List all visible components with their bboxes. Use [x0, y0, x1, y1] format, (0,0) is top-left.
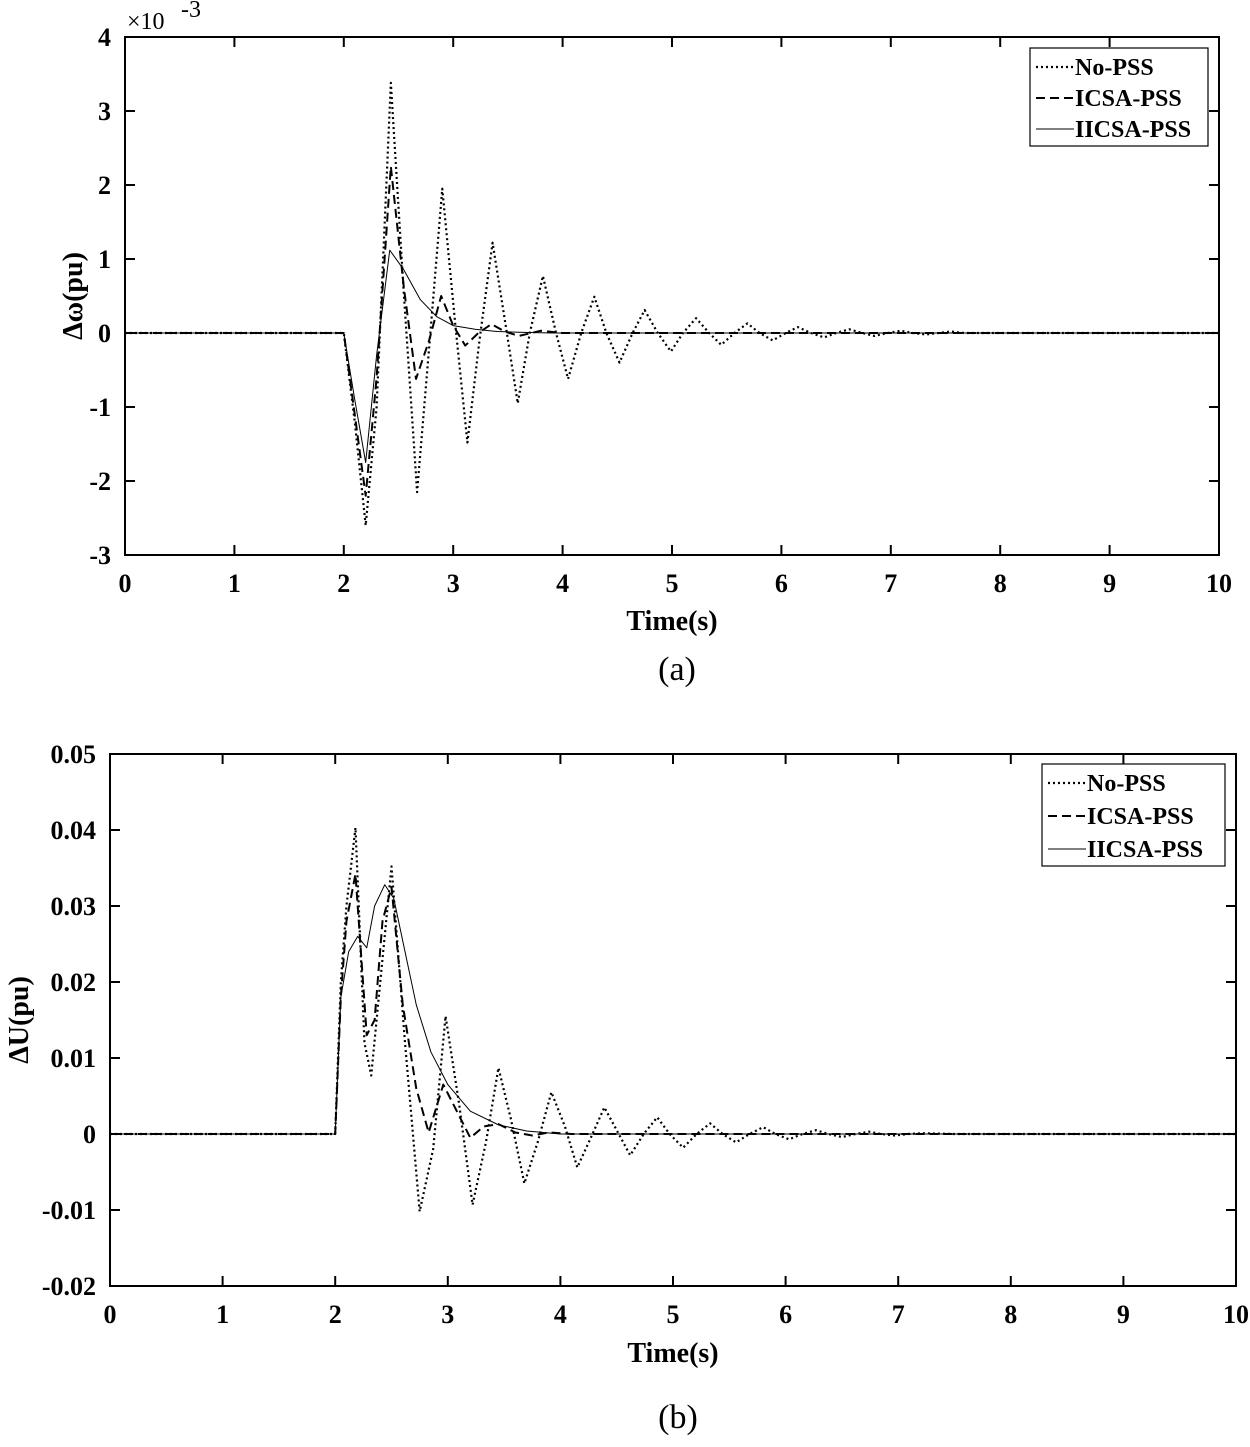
- series-line-icsa-pss: [125, 165, 1219, 497]
- legend-box: [1029, 47, 1209, 147]
- x-tick-label: 3: [447, 569, 460, 598]
- x-tick-label: 8: [1004, 1300, 1017, 1329]
- x-tick-label: 5: [667, 1300, 680, 1329]
- x-tick-label: 10: [1206, 569, 1232, 598]
- y-tick-label: 0.02: [51, 968, 97, 997]
- series-line-iicsa-pss: [110, 884, 1236, 1135]
- x-tick-label: 6: [775, 569, 788, 598]
- chart-panel-b: 0 1 2 3 4 5 6 7 8 9 10 -0.02 -0.01 0 0.01 0.02 0.03 0.04 0…: [4, 740, 1249, 1436]
- legend-entry-icsa-pss: ICSA-PSS: [1075, 86, 1182, 112]
- x-tick-label: 6: [779, 1300, 792, 1329]
- x-tick-label: 8: [994, 569, 1007, 598]
- y-tick-label: -1: [89, 393, 111, 422]
- x-tick-label: 2: [329, 1300, 342, 1329]
- y-tick-label: 0.05: [51, 740, 97, 769]
- panel-label: (a): [658, 651, 696, 688]
- y-tick-label: 0: [98, 319, 111, 348]
- legend: No-PSS ICSA-PSS IICSA-PSS: [1041, 763, 1226, 867]
- x-tick-label: 0: [104, 1300, 117, 1329]
- series-line-iicsa-pss: [125, 249, 1219, 463]
- x-tick-label: 10: [1223, 1300, 1249, 1329]
- legend-entry-icsa-pss: ICSA-PSS: [1087, 804, 1194, 830]
- panel-label: (b): [658, 1399, 698, 1436]
- x-tick-label: 7: [892, 1300, 905, 1329]
- y-tick-label: 2: [98, 171, 111, 200]
- series-line-icsa-pss: [110, 873, 1236, 1139]
- x-axis-label: Time(s): [627, 1338, 718, 1369]
- y-axis-label: ΔU(pu): [4, 976, 35, 1064]
- legend-entry-iicsa-pss: IICSA-PSS: [1075, 117, 1191, 143]
- x-tick-label: 3: [441, 1300, 454, 1329]
- x-tick-label: 7: [884, 569, 897, 598]
- y-multiplier-exponent: -3: [181, 0, 201, 23]
- x-tick-label: 1: [216, 1300, 229, 1329]
- x-tick-label: 0: [119, 569, 132, 598]
- y-tick-label: -3: [89, 541, 111, 570]
- x-tick-label: 4: [556, 569, 569, 598]
- x-tick-label: 2: [337, 569, 350, 598]
- y-multiplier: ×10: [127, 9, 165, 35]
- y-tick-label: -0.02: [42, 1272, 96, 1301]
- x-tick-label: 1: [228, 569, 241, 598]
- y-tick-label: 3: [98, 97, 111, 126]
- y-tick-label: 0: [83, 1120, 96, 1149]
- x-tick-label: 9: [1103, 569, 1116, 598]
- y-tick-label: 0.03: [51, 892, 97, 921]
- y-tick-label: 4: [98, 23, 111, 52]
- legend-entry-no-pss: No-PSS: [1075, 55, 1154, 81]
- y-tick-label: 0.04: [51, 816, 97, 845]
- y-tick-label: -2: [89, 467, 111, 496]
- legend-entry-no-pss: No-PSS: [1087, 771, 1166, 797]
- y-tick-label: -0.01: [42, 1196, 96, 1225]
- y-axis-label: Δω(pu): [58, 252, 89, 340]
- y-tick-label: 0.01: [51, 1044, 97, 1073]
- y-tick-label: 1: [98, 245, 111, 274]
- legend-entry-iicsa-pss: IICSA-PSS: [1087, 837, 1203, 863]
- x-tick-label: 9: [1117, 1300, 1130, 1329]
- x-tick-label: 5: [666, 569, 679, 598]
- legend: No-PSS ICSA-PSS IICSA-PSS: [1029, 47, 1209, 147]
- chart-panel-a: 0 1 2 3 4 5 6 7 8 9 10 -3 -2 -1 0 1 2 3 4 ×10 -3 Time(s) Δω(pu…: [58, 0, 1232, 688]
- x-axis-label: Time(s): [626, 606, 717, 637]
- series-line-no-pss: [125, 81, 1219, 527]
- x-tick-label: 4: [554, 1300, 567, 1329]
- series-line-no-pss: [110, 826, 1236, 1213]
